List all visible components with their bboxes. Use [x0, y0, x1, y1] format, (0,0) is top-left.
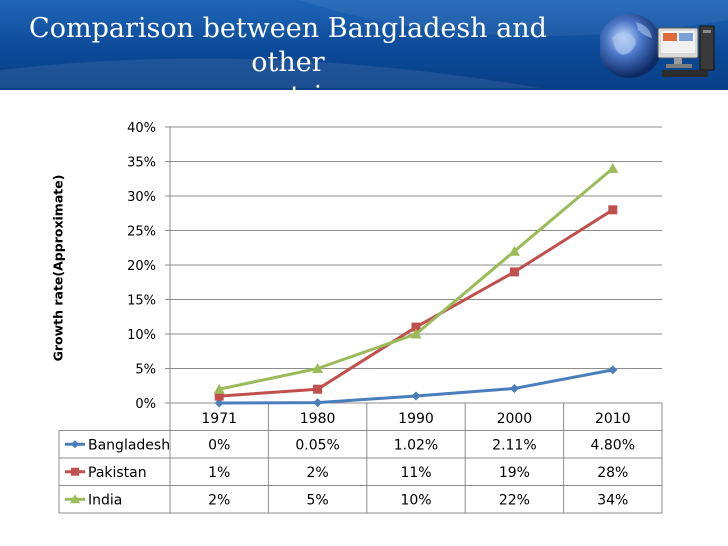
- y-tick-label: 30%: [127, 190, 156, 205]
- table-cell-value: 11%: [400, 465, 431, 481]
- y-tick-label: 40%: [127, 121, 156, 136]
- globe-computer-icon: [600, 14, 715, 78]
- y-tick-label: 25%: [127, 225, 156, 240]
- slide-header: Comparison between Bangladesh and other …: [0, 0, 728, 112]
- title-line-2: countries: [223, 81, 353, 112]
- slide-title: Comparison between Bangladesh and other …: [8, 12, 568, 114]
- table-cell-value: 1.02%: [394, 437, 438, 453]
- data-point: [509, 383, 519, 393]
- table-cell-value: 0.05%: [295, 437, 339, 453]
- series-line: [218, 167, 614, 391]
- table-cell-value: 1%: [208, 465, 230, 481]
- legend-series-name: Pakistan: [88, 465, 147, 481]
- data-point: [509, 267, 519, 277]
- y-tick-label: 20%: [127, 259, 156, 274]
- table-cell-value: 2%: [306, 465, 328, 481]
- legend-key-marker: [71, 467, 79, 476]
- title-line-1: Comparison between Bangladesh and other: [29, 13, 547, 78]
- table-cell-value: 4.80%: [591, 437, 635, 453]
- x-tick-label: 1971: [201, 411, 237, 427]
- table-cell-value: 0%: [208, 437, 230, 453]
- legend-series-name: Bangladesh: [88, 437, 170, 453]
- data-point: [608, 205, 618, 215]
- table-cell-value: 2.11%: [492, 437, 536, 453]
- line-chart: 0% 5% 10% 15% 20% 25% 30% 35% 40% 1971 1980 1990 200…: [58, 121, 663, 514]
- y-tick-label: 5%: [135, 363, 156, 378]
- data-point: [213, 383, 225, 394]
- y-tick-label: 10%: [127, 328, 156, 343]
- table-cell-value: 19%: [499, 465, 530, 481]
- legend-key-marker: [70, 494, 80, 504]
- y-tick-label: 0%: [135, 397, 156, 412]
- data-table: 1971 1980 1990 2000 2010 Bangladesh 0% 0.05% 1.0…: [58, 402, 663, 514]
- x-tick-label: 1990: [398, 411, 434, 427]
- x-tick-label: 1980: [300, 411, 336, 427]
- table-cell-value: 34%: [597, 492, 628, 508]
- data-point: [312, 363, 324, 373]
- legend-series-name: India: [88, 492, 122, 508]
- data-point: [411, 322, 421, 332]
- series-india: [213, 162, 619, 394]
- data-point: [214, 398, 224, 408]
- chart-area: 0% 5% 10% 15% 20% 25% 30% 35% 40% 1971 1980 1990 200…: [0, 90, 728, 546]
- table-cell-value: 2%: [208, 492, 230, 508]
- data-point: [214, 391, 224, 401]
- table-cell-value: 28%: [597, 465, 628, 481]
- table-cell-value: 10%: [400, 492, 431, 508]
- data-point: [607, 162, 619, 173]
- data-point: [411, 391, 421, 401]
- y-tick-label: 15%: [127, 294, 156, 309]
- data-point: [313, 398, 323, 408]
- y-tick-label: 35%: [127, 156, 156, 171]
- table-cell-value: 5%: [306, 492, 328, 508]
- series-pakistan: [214, 205, 618, 401]
- legend-key-marker: [71, 440, 79, 449]
- x-tick-label: 2000: [497, 411, 533, 427]
- data-point: [608, 365, 618, 375]
- data-point: [313, 384, 323, 394]
- table-cell-value: 22%: [499, 492, 530, 508]
- series-bangladesh: [214, 365, 618, 408]
- y-axis-label-text: Growth rate(Approximate): [50, 174, 66, 362]
- x-tick-label: 2010: [595, 411, 631, 427]
- data-point: [410, 328, 422, 339]
- data-point: [508, 245, 520, 256]
